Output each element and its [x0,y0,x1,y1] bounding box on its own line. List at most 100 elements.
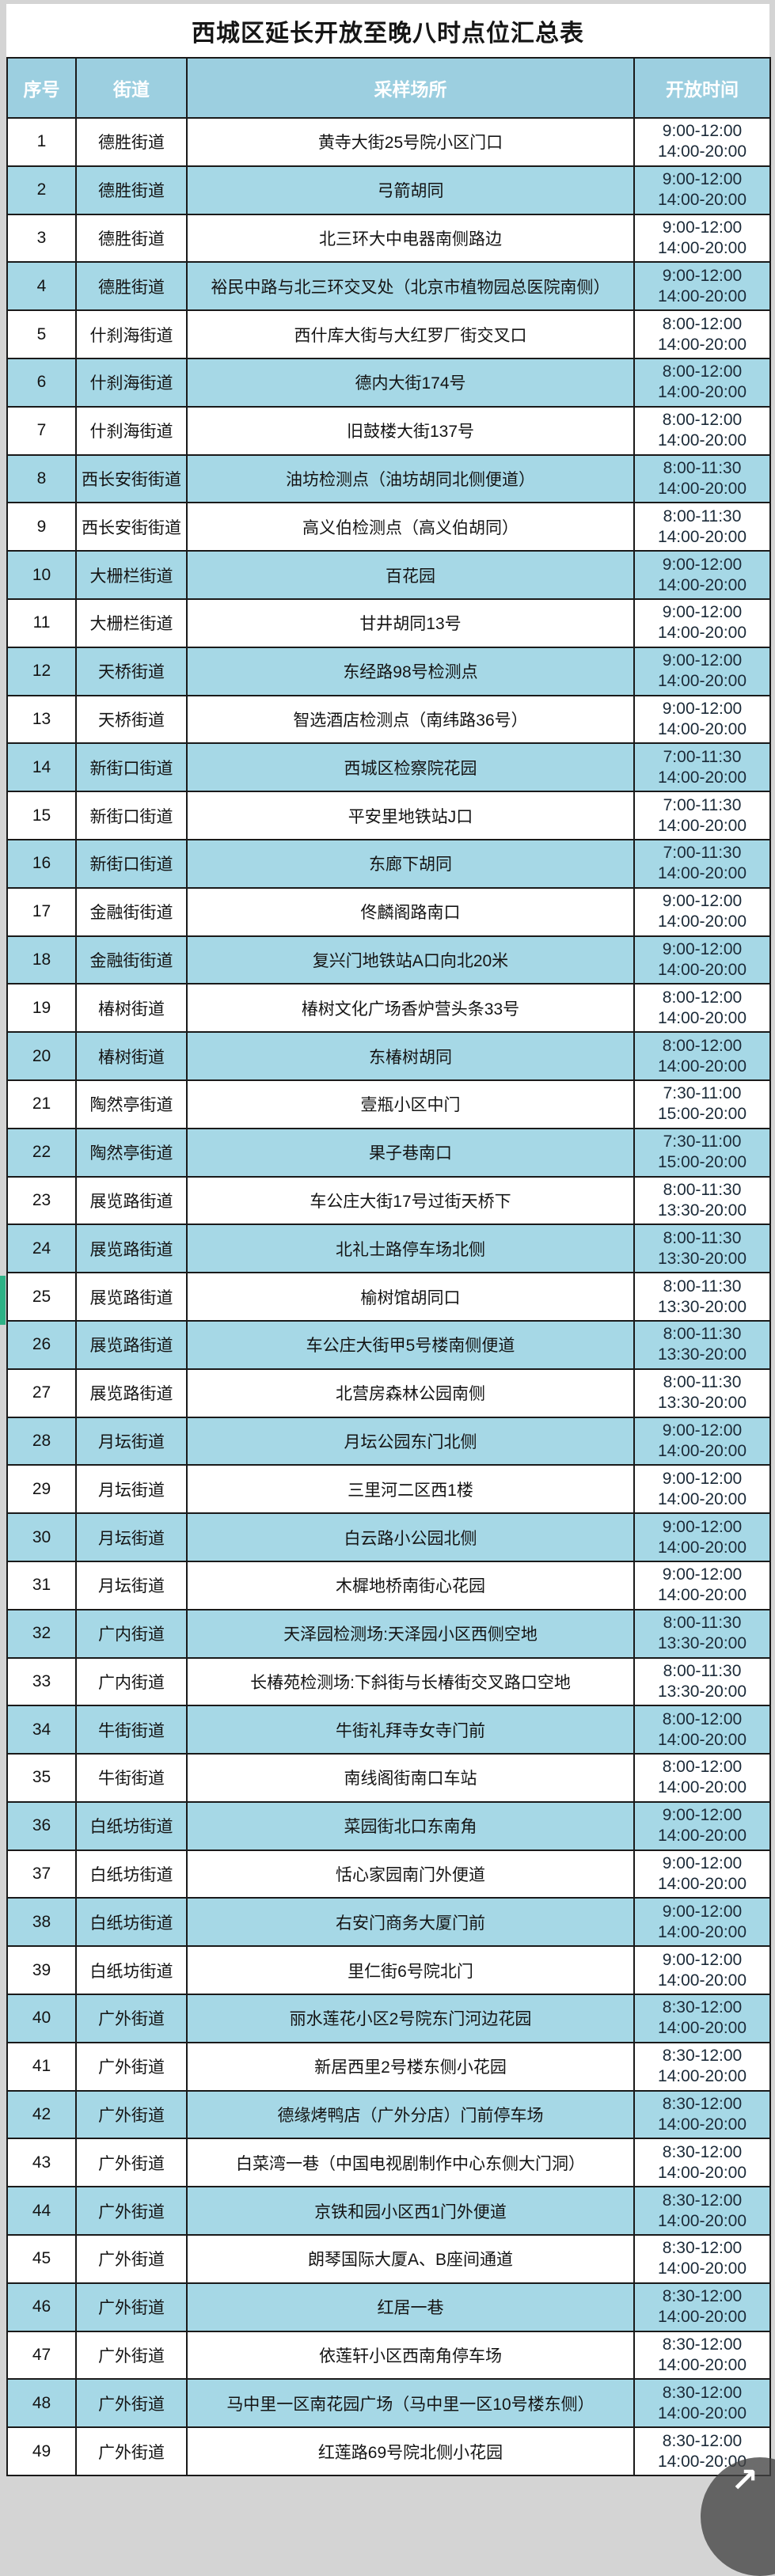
cell-no: 35 [6,1753,77,1803]
cell-street: 什刹海街道 [75,405,188,456]
cell-street: 牛街街道 [75,1705,188,1755]
cell-no: 46 [6,2282,77,2332]
time-line-1: 7:30-11:00 [663,1132,742,1151]
cell-time: 8:30-12:00 14:00-20:00 [633,2378,771,2429]
cell-street: 广外街道 [75,2282,188,2332]
cell-site: 京铁和园小区西1门外便道 [186,2186,635,2236]
cell-street: 展览路街道 [75,1368,188,1418]
cell-no: 33 [6,1656,77,1707]
cell-no: 20 [6,1031,77,1081]
cell-time: 8:00-11:30 14:00-20:00 [633,502,771,552]
time-line-2: 14:00-20:00 [657,383,747,402]
time-line-1: 8:00-11:30 [663,1661,742,1680]
cell-street: 月坛街道 [75,1560,188,1610]
table-row: 28 月坛街道 月坛公园东门北侧 9:00-12:00 14:00-20:00 [6,1416,771,1466]
time-line-2: 14:00-20:00 [657,2259,747,2278]
time-line-2: 13:30-20:00 [657,1634,747,1653]
cell-site: 长椿苑检测场:下斜街与长椿街交叉路口空地 [186,1656,635,1707]
cell-site: 黄寺大街25号院小区门口 [186,117,635,167]
cell-time: 8:30-12:00 14:00-20:00 [633,2041,771,2092]
cell-no: 14 [6,742,77,793]
cell-site: 佟麟阁路南口 [186,886,635,937]
time-line-2: 14:00-20:00 [657,2356,747,2375]
cell-time: 8:00-12:00 14:00-20:00 [633,1753,771,1803]
time-line-2: 14:00-20:00 [657,335,747,354]
time-line-1: 8:00-11:30 [663,1325,742,1344]
cell-time: 8:00-12:00 14:00-20:00 [633,1705,771,1755]
cell-time: 9:00-12:00 14:00-20:00 [633,646,771,696]
time-line-1: 7:00-11:30 [663,747,742,766]
cell-site: 百花园 [186,550,635,600]
time-line-1: 8:30-12:00 [662,2191,743,2210]
cell-site: 壹瓶小区中门 [186,1079,635,1129]
cell-no: 2 [6,165,77,215]
cell-no: 3 [6,213,77,264]
cell-no: 5 [6,309,77,359]
time-line-1: 9:00-12:00 [662,122,743,141]
table-row: 46 广外街道 红居一巷 8:30-12:00 14:00-20:00 [6,2282,771,2332]
time-line-1: 8:00-12:00 [662,988,743,1007]
table-row: 40 广外街道 丽水莲花小区2号院东门河边花园 8:30-12:00 14:00-20:… [6,1994,771,2043]
table-row: 23 展览路街道 车公庄大街17号过街天桥下 8:00-11:30 13:30-20:0… [6,1175,771,1226]
time-line-2: 14:00-20:00 [657,1922,747,1941]
cell-street: 德胜街道 [75,117,188,167]
table-row: 10 大栅栏街道 百花园 9:00-12:00 14:00-20:00 [6,550,771,600]
cell-time: 8:00-11:30 13:30-20:00 [633,1319,771,1370]
cell-no: 40 [6,1994,77,2043]
cell-no: 21 [6,1079,77,1129]
cell-site: 甘井胡同13号 [186,598,635,648]
table-row: 27 展览路街道 北营房森林公园南侧 8:00-11:30 13:30-20:00 [6,1368,771,1418]
cell-street: 广外街道 [75,2426,188,2477]
table-row: 16 新街口街道 东廊下胡同 7:00-11:30 14:00-20:00 [6,838,771,889]
cell-site: 旧鼓楼大街137号 [186,405,635,456]
cell-street: 广外街道 [75,2041,188,2092]
table-row: 31 月坛街道 木樨地桥南街心花园 9:00-12:00 14:00-20:00 [6,1560,771,1610]
time-line-2: 14:00-20:00 [657,719,747,738]
time-line-2: 14:00-20:00 [657,2163,747,2182]
cell-street: 广外街道 [75,2378,188,2429]
cell-time: 9:00-12:00 14:00-20:00 [633,935,771,985]
cell-street: 德胜街道 [75,165,188,215]
time-line-2: 13:30-20:00 [657,1201,747,1220]
cell-street: 白纸坊街道 [75,1945,188,1996]
cell-time: 7:30-11:00 15:00-20:00 [633,1127,771,1178]
time-line-2: 14:00-20:00 [657,479,747,498]
cell-no: 23 [6,1175,77,1226]
cell-site: 平安里地铁站J口 [186,791,635,840]
time-line-2: 14:00-20:00 [657,2115,747,2134]
time-line-1: 9:00-12:00 [662,892,743,911]
time-line-2: 14:00-20:00 [657,960,747,979]
cell-time: 8:00-11:30 14:00-20:00 [633,453,771,504]
cell-no: 39 [6,1945,77,1996]
time-line-1: 8:00-12:00 [662,1036,743,1055]
table-row: 19 椿树街道 椿树文化广场香炉营头条33号 8:00-12:00 14:00-20:0… [6,983,771,1034]
cell-site: 马中里一区南花园广场（马中里一区10号楼东侧） [186,2378,635,2429]
time-line-1: 8:00-12:00 [662,411,743,430]
table-row: 32 广内街道 天泽园检测场:天泽园小区西侧空地 8:00-11:30 13:30-20… [6,1608,771,1659]
cell-no: 6 [6,357,77,408]
cell-time: 7:00-11:30 14:00-20:00 [633,742,771,793]
cell-street: 金融街街道 [75,886,188,937]
table-row: 33 广内街道 长椿苑检测场:下斜街与长椿街交叉路口空地 8:00-11:30 13:3… [6,1656,771,1707]
cell-no: 8 [6,453,77,504]
time-line-1: 8:30-12:00 [662,2287,743,2306]
table-row: 25 展览路街道 榆树馆胡同口 8:00-11:30 13:30-20:00 [6,1272,771,1322]
cell-site: 木樨地桥南街心花园 [186,1560,635,1610]
time-line-2: 14:00-20:00 [657,2308,747,2327]
time-line-2: 14:00-20:00 [657,2403,747,2422]
cell-no: 24 [6,1224,77,1274]
cell-time: 9:00-12:00 14:00-20:00 [633,1560,771,1610]
cell-street: 月坛街道 [75,1512,188,1562]
table-row: 2 德胜街道 弓箭胡同 9:00-12:00 14:00-20:00 [6,165,771,215]
table-row: 4 德胜街道 裕民中路与北三环交叉处（北京市植物园总医院南侧） 9:00-12:00 1… [6,261,771,312]
time-line-2: 14:00-20:00 [657,527,747,546]
cell-time: 7:00-11:30 14:00-20:00 [633,791,771,840]
cell-street: 天桥街道 [75,646,188,696]
cell-time: 9:00-12:00 14:00-20:00 [633,694,771,745]
cell-time: 9:00-12:00 14:00-20:00 [633,1800,771,1851]
cell-street: 月坛街道 [75,1416,188,1466]
time-line-1: 8:00-11:30 [663,458,742,477]
cell-no: 18 [6,935,77,985]
cell-time: 8:30-12:00 14:00-20:00 [633,2282,771,2332]
table-row: 44 广外街道 京铁和园小区西1门外便道 8:30-12:00 14:00-20:00 [6,2186,771,2236]
